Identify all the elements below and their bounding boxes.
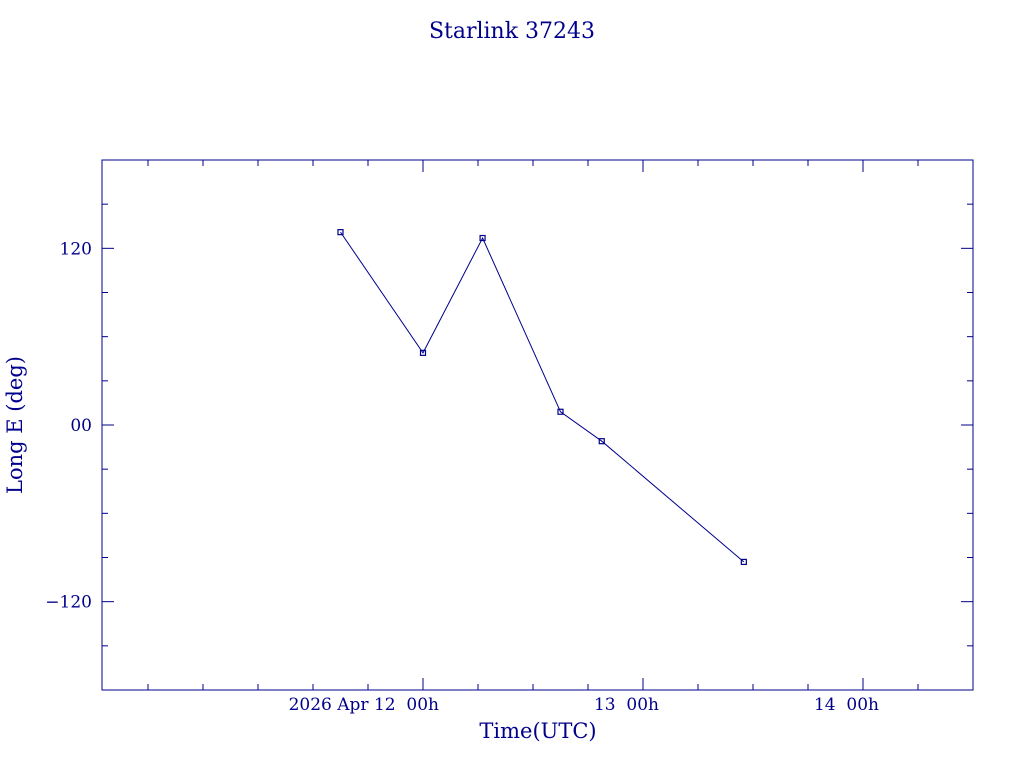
data-point (337, 229, 344, 236)
y-axis-label: Long E (deg) (3, 356, 27, 494)
axis-minor-ticks (102, 160, 973, 690)
data-point (598, 438, 605, 445)
y-tick-label: 120 (60, 239, 92, 259)
y-tick-label: 00 (70, 416, 92, 436)
x-tick-label: 14 00h (814, 695, 879, 715)
data-point (479, 234, 486, 242)
y-axis-tick-labels: 120 00 −120 (45, 239, 92, 612)
x-axis-label: Time(UTC) (479, 719, 596, 743)
data-point (557, 408, 564, 415)
axis-major-ticks (102, 160, 973, 690)
x-tick-label: 2026 Apr 12 00h (289, 695, 439, 715)
x-tick-label: 13 00h (594, 695, 659, 715)
chart-title: Starlink 37243 (429, 19, 595, 44)
data-point (740, 558, 747, 566)
series-line (340, 231, 745, 563)
series-layer (337, 229, 747, 566)
x-axis-tick-labels: 2026 Apr 12 00h 13 00h 14 00h (289, 695, 879, 715)
y-tick-label: −120 (45, 593, 92, 613)
data-point (419, 349, 427, 356)
plot-frame (101, 159, 974, 691)
